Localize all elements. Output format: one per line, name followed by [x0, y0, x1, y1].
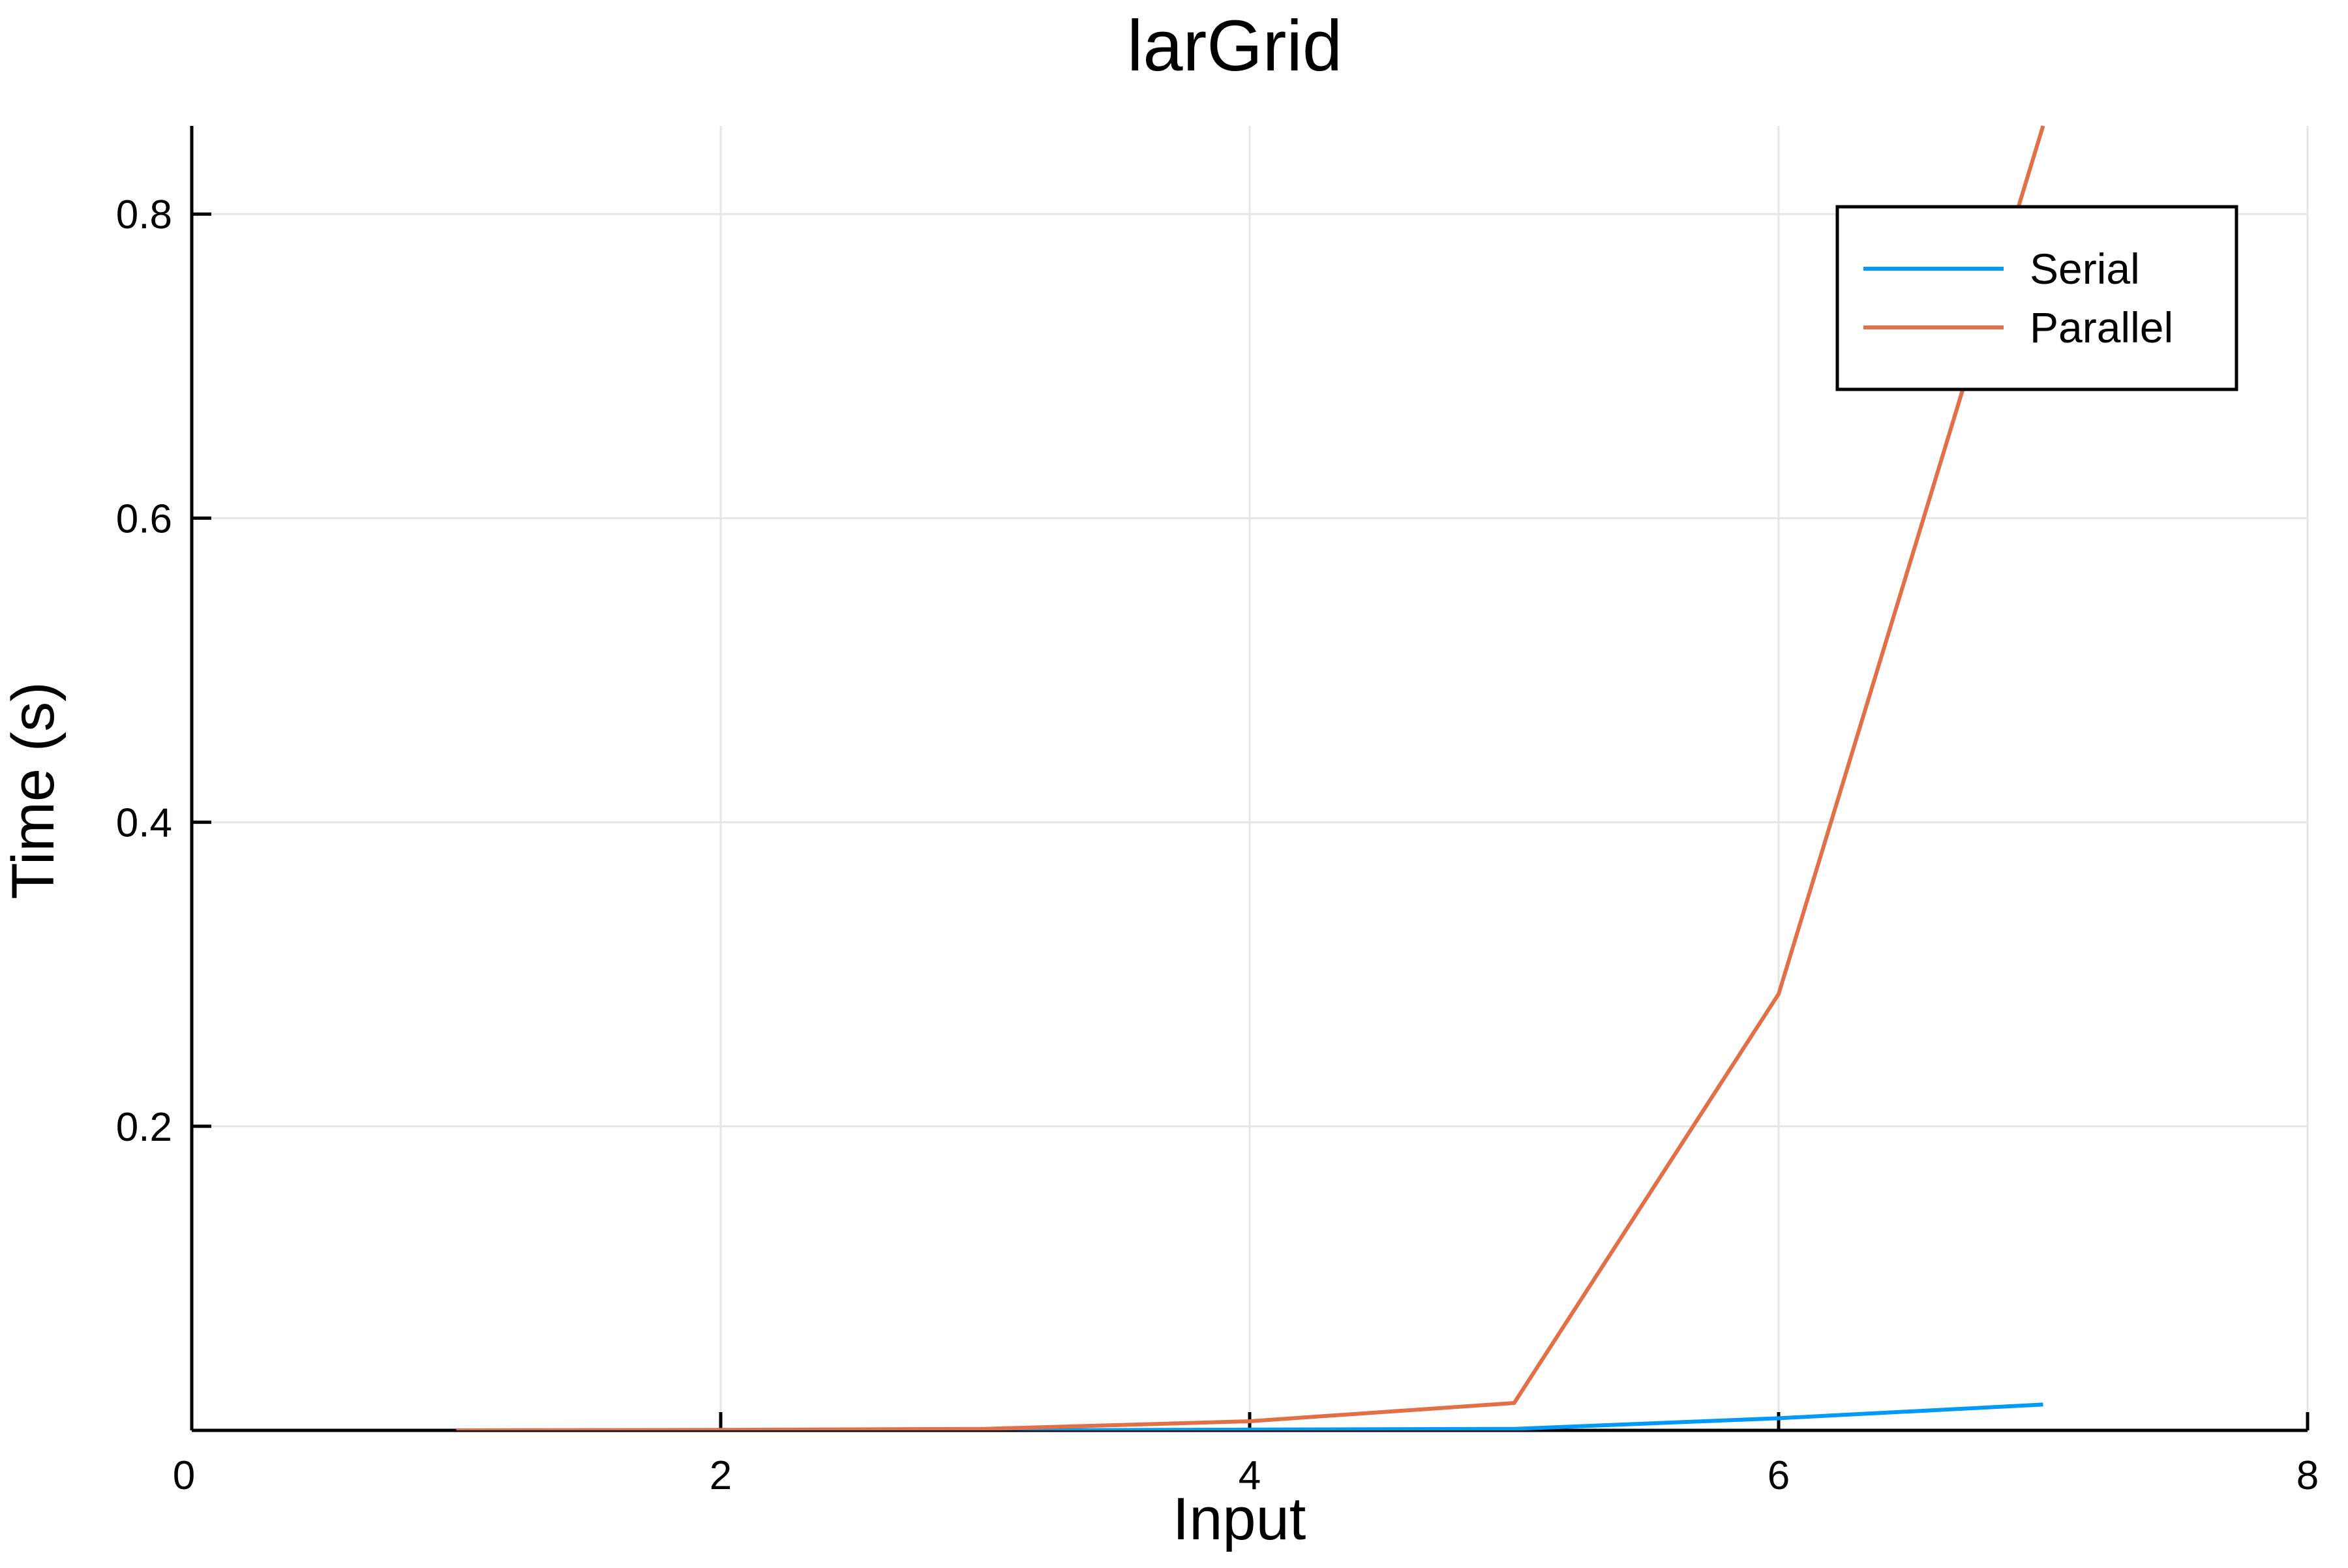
- x-axis-label: Input: [1173, 1486, 1306, 1552]
- legend-box: [1835, 205, 2238, 391]
- legend-label-serial: Serial: [2030, 245, 2140, 293]
- series-line-serial: [456, 1402, 2043, 1430]
- tick-labels: 0 2 4 6 8 0.2 0.4 0.6 0.8: [116, 192, 2319, 1498]
- y-tick-label: 0.6: [116, 496, 172, 541]
- chart-title: larGrid: [1127, 6, 1342, 86]
- x-tick-label: 8: [2296, 1453, 2319, 1498]
- y-tick-label: 0.4: [116, 801, 172, 846]
- legend-label-parallel: Parallel: [2030, 303, 2173, 352]
- x-tick-label: 2: [710, 1453, 732, 1498]
- series-line-parallel: [456, 125, 2045, 1430]
- grid: [192, 126, 2309, 1430]
- x-tick-label: 4: [1239, 1453, 1261, 1498]
- y-tick-label: 0.8: [116, 192, 172, 237]
- legend: Serial Parallel: [1835, 205, 2238, 391]
- x-tick-label: 0: [173, 1453, 195, 1498]
- x-tick-label: 6: [1768, 1453, 1790, 1498]
- y-tick-label: 0.2: [116, 1105, 172, 1150]
- y-axis-label: Time (s): [0, 682, 67, 899]
- series-lines: [456, 125, 2045, 1430]
